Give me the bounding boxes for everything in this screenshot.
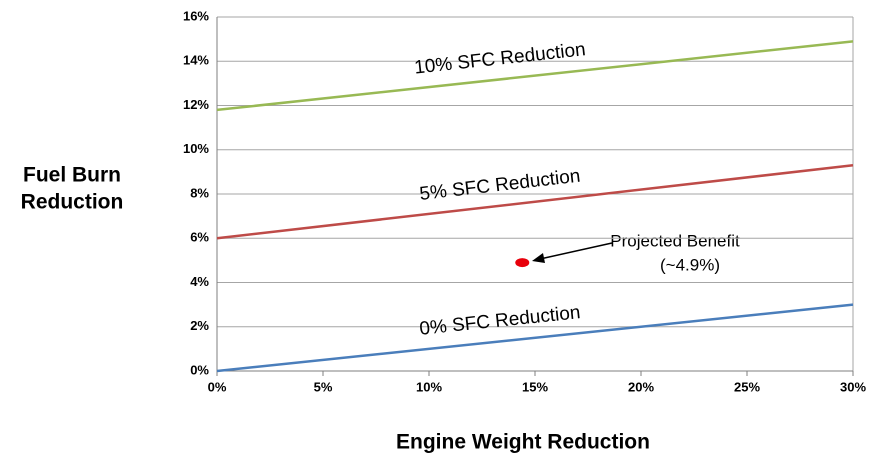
y-axis-title: Reduction [21, 191, 124, 214]
y-tick-label: 6% [190, 230, 209, 245]
x-tick-label: 20% [628, 379, 654, 394]
x-tick-label: 10% [416, 379, 442, 394]
x-tick-label: 0% [208, 379, 227, 394]
y-tick-label: 8% [190, 185, 209, 200]
annotation-text: Projected Benefit [610, 231, 740, 250]
y-axis-title: Fuel Burn [23, 164, 121, 187]
x-tick-label: 5% [314, 379, 333, 394]
y-tick-label: 0% [190, 362, 209, 377]
y-tick-label: 2% [190, 318, 209, 333]
series-line [216, 163, 854, 240]
x-axis-title: Engine Weight Reduction [396, 431, 650, 454]
x-tick-label: 30% [840, 379, 866, 394]
y-tick-label: 16% [183, 8, 209, 23]
y-tick-label: 4% [190, 274, 209, 289]
x-tick-label: 25% [734, 379, 760, 394]
arrow-head [532, 253, 545, 263]
y-tick-label: 12% [183, 97, 209, 112]
y-tick-label: 14% [183, 53, 209, 68]
x-tick-label: 15% [522, 379, 548, 394]
y-tick-label: 10% [183, 141, 209, 156]
series-label: 0% SFC Reduction [419, 302, 582, 340]
annotation-text: (~4.9%) [660, 255, 720, 274]
annotation-arrow [539, 242, 613, 260]
series-line [216, 40, 854, 112]
projected-point [515, 258, 530, 268]
series-line [216, 303, 854, 373]
